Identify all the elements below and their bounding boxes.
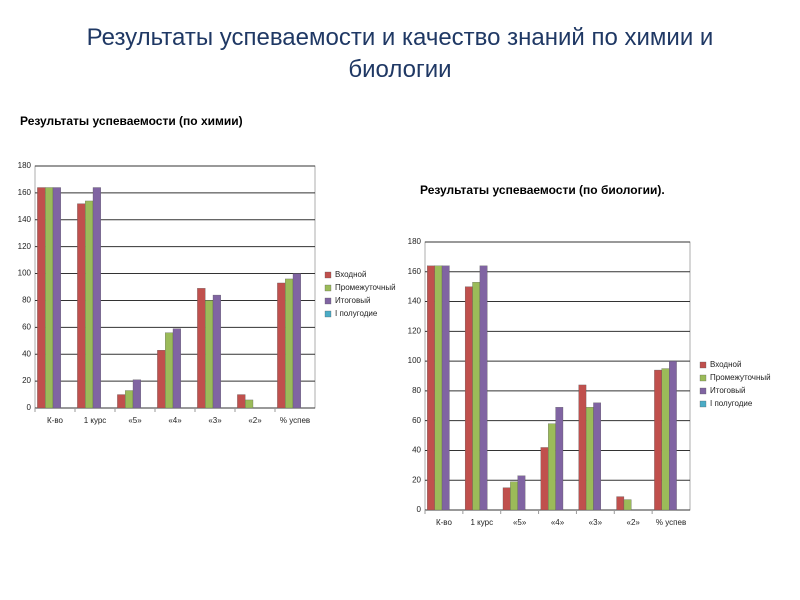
bar	[585, 407, 594, 511]
y-tick-label: 120	[408, 326, 422, 335]
bar	[125, 390, 134, 409]
x-tick-label: «5»	[128, 416, 142, 425]
bar	[85, 200, 94, 409]
y-tick-label: 100	[408, 356, 422, 365]
x-tick-label: «3»	[589, 518, 603, 527]
legend-swatch	[699, 400, 707, 408]
bar	[517, 475, 526, 511]
legend-label: Итоговый	[710, 386, 745, 395]
y-tick-label: 140	[18, 215, 32, 224]
bar	[434, 265, 443, 511]
bar	[654, 369, 662, 511]
y-tick-label: 40	[22, 349, 31, 358]
y-tick-label: 160	[408, 267, 422, 276]
y-tick-label: 80	[22, 296, 31, 305]
bar	[464, 286, 473, 511]
legend-label: I полугодие	[335, 309, 378, 318]
slide-title: Результаты успеваемости и качество знани…	[86, 24, 714, 83]
legend-label: Входной	[335, 270, 366, 279]
legend-label: Входной	[710, 360, 741, 369]
legend-swatch	[324, 297, 332, 305]
legend-label: Промежуточный	[710, 373, 771, 382]
x-tick-label: «3»	[208, 416, 222, 425]
x-tick-label: «2»	[248, 416, 262, 425]
y-tick-label: 60	[22, 322, 31, 331]
x-tick-label: «4»	[168, 416, 182, 425]
bar	[441, 265, 450, 511]
bar	[427, 265, 435, 511]
bar	[555, 407, 564, 511]
chart-title: Результаты успеваемости (по биологии).	[420, 183, 665, 197]
x-tick-label: % успев	[656, 518, 686, 527]
chart-title: Результаты успеваемости (по химии)	[20, 114, 243, 128]
bar	[237, 394, 246, 409]
bar	[172, 328, 181, 409]
bar	[479, 265, 488, 511]
bar	[285, 278, 294, 409]
y-tick-label: 0	[417, 505, 422, 514]
x-tick-label: 1 курс	[84, 416, 107, 425]
legend-swatch	[324, 310, 332, 318]
legend-label: I полугодие	[710, 399, 753, 408]
x-tick-label: «4»	[551, 518, 565, 527]
bar	[92, 187, 101, 409]
bar	[245, 399, 254, 409]
bar	[77, 203, 86, 409]
y-tick-label: 60	[412, 416, 421, 425]
legend-swatch	[699, 361, 707, 369]
legend-swatch	[324, 271, 332, 279]
x-tick-label: К-во	[436, 518, 452, 527]
bar	[661, 368, 670, 511]
y-tick-label: 180	[408, 237, 422, 246]
y-tick-label: 120	[18, 242, 32, 251]
y-tick-label: 140	[408, 297, 422, 306]
bar	[472, 282, 481, 511]
bar	[616, 496, 625, 511]
bar	[540, 447, 549, 511]
legend-swatch	[699, 387, 707, 395]
y-tick-label: 40	[412, 446, 421, 455]
bar	[45, 187, 54, 409]
bar	[157, 350, 166, 409]
x-tick-label: К-во	[47, 416, 63, 425]
y-tick-label: 180	[18, 161, 32, 170]
legend-swatch	[324, 284, 332, 292]
bar	[37, 187, 46, 409]
bar	[548, 423, 556, 511]
y-tick-label: 0	[27, 403, 32, 412]
bar	[197, 288, 206, 409]
bar	[623, 499, 632, 511]
bar	[212, 294, 221, 409]
legend-label: Итоговый	[335, 296, 370, 305]
x-tick-label: «2»	[627, 518, 641, 527]
legend-swatch	[699, 374, 707, 382]
x-tick-label: % успев	[280, 416, 310, 425]
bar	[502, 487, 511, 511]
y-tick-label: 20	[412, 475, 421, 484]
bar	[578, 384, 587, 511]
y-tick-label: 160	[18, 188, 32, 197]
bar	[205, 300, 214, 409]
y-tick-label: 100	[18, 269, 32, 278]
legend-label: Промежуточный	[335, 283, 396, 292]
x-tick-label: 1 курс	[470, 518, 493, 527]
bar	[132, 379, 141, 409]
y-tick-label: 80	[412, 386, 421, 395]
bar	[292, 273, 301, 409]
bar	[52, 187, 61, 409]
bar	[277, 282, 286, 409]
y-tick-label: 20	[22, 376, 31, 385]
bar	[669, 360, 677, 511]
bar	[165, 332, 174, 409]
bar	[510, 481, 518, 511]
x-tick-label: «5»	[513, 518, 527, 527]
bar	[117, 394, 126, 409]
bar	[593, 402, 601, 511]
